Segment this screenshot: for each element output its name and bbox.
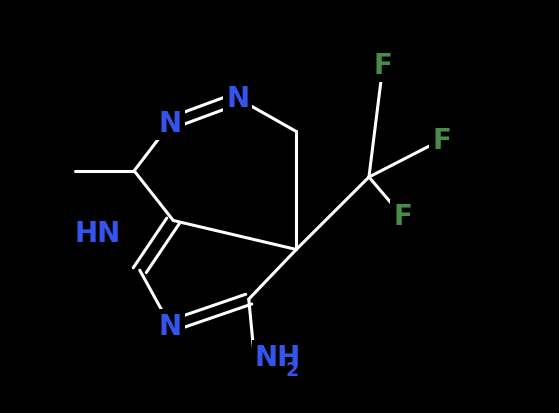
Text: F: F [432, 126, 451, 154]
Text: 2: 2 [285, 360, 298, 379]
Text: N: N [226, 85, 249, 113]
Text: N: N [159, 312, 182, 340]
Text: N: N [159, 110, 182, 138]
Text: F: F [393, 203, 412, 231]
Text: HN: HN [75, 219, 121, 247]
Text: F: F [373, 52, 392, 80]
Text: NH: NH [254, 343, 301, 371]
